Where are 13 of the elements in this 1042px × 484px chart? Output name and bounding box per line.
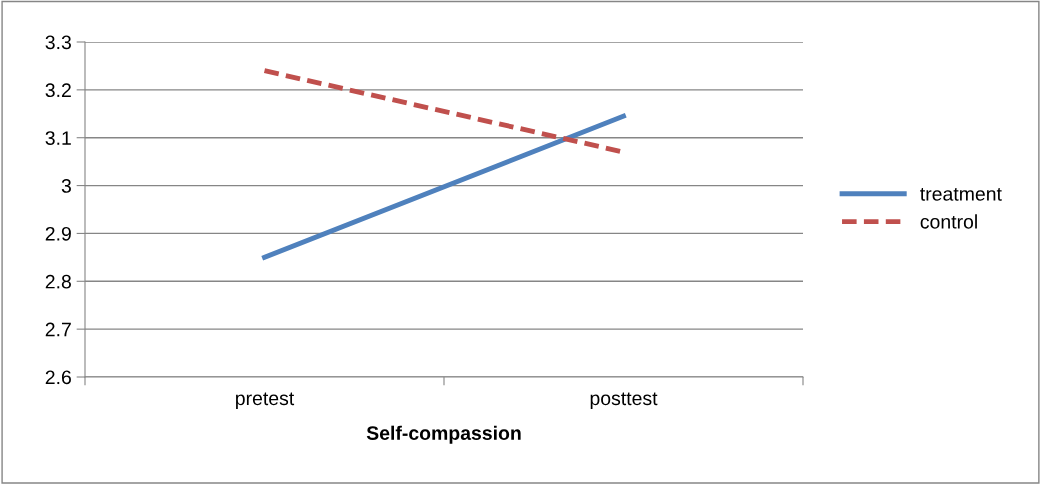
y-tick-label: 2.7 (45, 322, 71, 337)
y-tick-label: 2.8 (45, 274, 71, 289)
x-tick-label: posttest (590, 392, 658, 410)
legend-label: treatment (920, 188, 1002, 201)
x-tick-label: pretest (236, 392, 295, 410)
x-axis-title: Self-compassion (366, 425, 521, 444)
y-tick-label: 2.6 (45, 370, 71, 385)
legend-label: control (920, 214, 977, 229)
y-tick-label: 3 (61, 179, 71, 193)
y-tick-label: 3.3 (45, 35, 71, 50)
y-tick-label: 3.1 (45, 131, 71, 145)
y-tick-label: 2.9 (45, 226, 71, 241)
y-tick-label: 3.2 (45, 83, 71, 98)
